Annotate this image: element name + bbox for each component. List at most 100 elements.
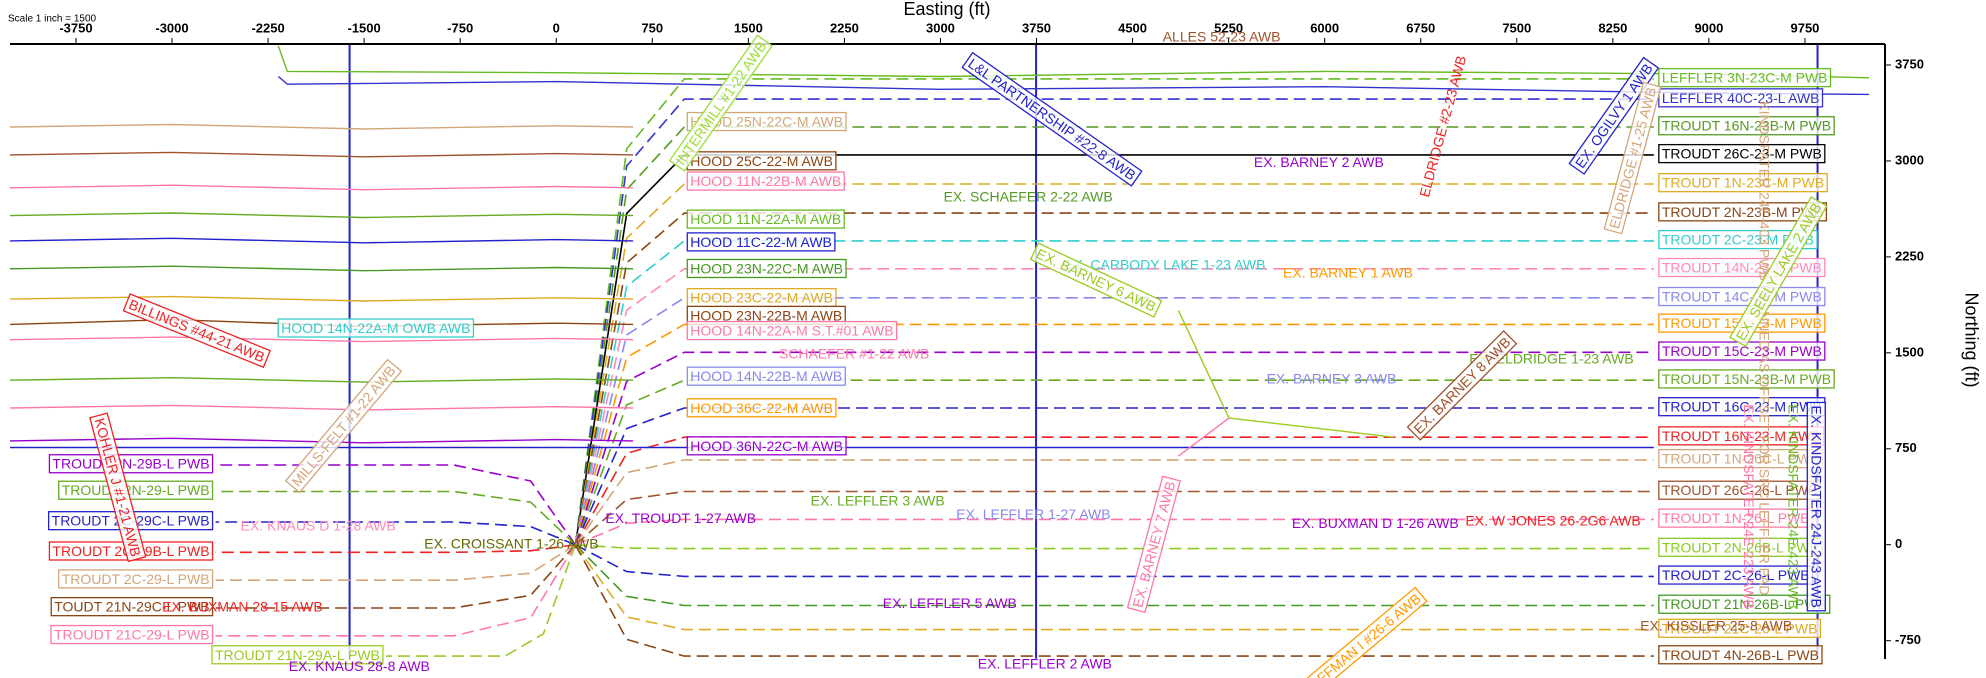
well-label-group: LEFFLER 40C-23-L AWB [1658,88,1824,108]
well-path [575,544,1654,578]
well-path [385,544,577,657]
annotation: EX. LEFFLER 3 AWB [811,492,945,508]
well-path [215,464,577,546]
well-label-group: TROUDT 21C-29-L PWB [50,624,214,645]
well-path [574,379,1654,546]
annotation: EX. BARNEY 1 AWB [1283,264,1413,280]
annotation-box [1029,242,1163,318]
annotation-group: EX. BARNEY 2 AWB [1254,154,1384,170]
well-path [575,544,1654,550]
well-label-box [211,645,384,665]
annotation-group: EX. W JONES 26-2G6 AWB [1465,513,1640,529]
well-label: TROUDT 2N-23B-M PWB [1662,204,1824,220]
y-tick-label: 3750 [1895,56,1924,71]
well-label-box [1658,229,1818,250]
well-label-box [50,597,214,617]
well-label-group: TROUDT 16N-23B-M PWB [1658,116,1835,136]
well-path [9,212,634,219]
well-label-group: TROUDT 2N-23B-M PWB [1658,202,1828,222]
annotation-group: SCHAEFER #1-22 AWB [779,345,929,361]
well-label-group: TROUDT 2N-26B-L PWB [1658,537,1823,557]
annotation-group: HOOD 25C-22-M AWB [686,151,837,171]
annotation-group: EX. LEFFLER 2 AWB [978,656,1112,672]
annotation: EX. KNAUS D 1-28 AWB [241,518,396,534]
well-path [574,544,1654,631]
well-path [574,436,1654,546]
x-tick-label: 4500 [1118,20,1147,35]
well-path [574,459,1654,546]
annotation: EX. LEFFLER 5 AWB [883,595,1017,611]
well-label-group: TROUDT 14N-23-M PWB [1658,257,1826,278]
annotation: HOOD 23C-22-M AWB [690,290,833,306]
well-label-group: TROUDT 26C-26-L PWB [1658,480,1822,500]
well-label: TROUDT 15N-23B-M PWB [1662,371,1831,387]
annotation-box [122,293,272,369]
annotation: SCHAEFER #1-22 AWB [779,345,929,361]
annotation-box [1729,196,1828,348]
well-path [9,184,634,191]
annotation-group: HOOD 36N-22C-M AWB [686,436,847,456]
x-tick-label: 9000 [1694,20,1723,35]
well-label: TROUDT 1N-26-L PWB [1662,510,1810,526]
annotation-group: EX. SCHAEFER 2-22 AWB [944,188,1113,204]
well-label-group: TROUDT 2N-29-L PWB [58,480,214,500]
well-path [9,376,634,383]
well-label-box [1658,618,1822,638]
annotation-group: EX. KINDSFATER 24E-223 AWB [1741,404,1757,609]
y-tick-label: -750 [1895,632,1921,647]
well-label-box [1658,116,1835,136]
annotation-box [686,258,847,279]
annotation-box [686,111,847,132]
annotation-box [686,436,847,456]
annotation-box [686,209,845,229]
well-label-group: LEFFLER 3N-23C-M PWB [1658,67,1832,88]
annotation-box [961,51,1143,187]
well-label-box [50,624,214,645]
annotation-box [277,318,475,338]
well-label: TROUDT 21C-29-L PWB [54,627,210,643]
well-path [574,268,1654,545]
annotation-box [686,398,837,418]
annotation-group: EX. CARBODY LAKE 1-23 AWB [1064,257,1266,273]
annotation-group: HOOD 14N-22B-M AWB [686,366,846,386]
well-path [9,295,634,302]
well-label-box [1658,202,1828,222]
well-label: TROUDT 21C-26-L PWB [1662,620,1818,636]
annotation-group: ALLES 52-23 AWB [1163,29,1281,45]
well-label-group: TROUDT 16N-23-M AWB [1658,426,1825,446]
well-label: TROUDT 14C-23-M PWB [1662,289,1822,305]
annotation-group: EX. TROUDT 1-27 AWB [605,510,756,526]
annotation: EX. ELDRIDGE 1-23 AWB [1469,350,1633,366]
x-tick-label: 6000 [1310,20,1339,35]
annotation: EX. CROISSANT 1-26 AWB [424,535,598,551]
annotation-group: HOOD 25N-22C-M AWB [686,111,847,132]
annotation-group: EX. KISSLER 25-8 AWB [1640,618,1792,634]
y-tick-label: 2250 [1895,248,1924,263]
annotation-group: KINDSFATER 24E-403 PWB PLANNED AS OFFSET… [1756,101,1772,595]
x-tick-label: 750 [641,20,663,35]
x-tick-label: 3750 [1022,20,1051,35]
x-tick-label: 6750 [1406,20,1435,35]
annotation-group: HOOD 11N-22A-M AWB [686,209,845,229]
annotation-box [1568,56,1660,175]
annotation: HOOD 36C-22-M AWB [690,400,833,416]
well-label: TROUDT 16N-23B-M PWB [1662,118,1831,134]
well-label-box [1658,143,1826,164]
well-label-group: TROUDT 1N-26-L PWB [1658,508,1814,528]
annotation: HOOD 23N-22B-M AWB [690,307,842,323]
well-label-group: TROUDT 26C-23-M PWB [1658,143,1826,164]
well-label-group: TROUDT 21N-29A-L PWB [211,645,384,665]
annotation-box [686,320,898,341]
x-tick-label: 5250 [1214,20,1243,35]
y-tick-label: 0 [1895,536,1902,551]
well-label: TROUDT 2C-26-L PWB [1662,567,1810,583]
well-label-box [1658,88,1824,108]
annotation: EX. BUXMAN D 1-26 AWB [1292,515,1459,531]
annotation-group: EX. KINDSFATER 24J-243 AWB [1806,401,1826,612]
well-label: TROUDT 21N-26B-L PWB [1662,596,1827,612]
y-tick-label: 3000 [1895,152,1924,167]
x-tick-label: 2250 [830,20,859,35]
well-path [215,521,576,546]
well-label-box [1658,594,1831,614]
